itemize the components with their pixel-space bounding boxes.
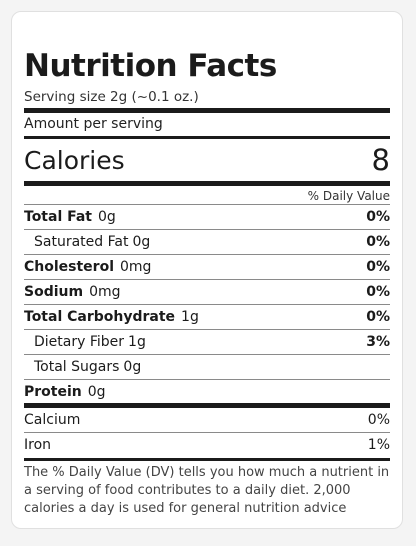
- nutrient-amount: 0g: [87, 384, 106, 400]
- nutrient-row-total-sugars: Total Sugars 0g: [24, 355, 390, 380]
- micronutrient-row-calcium: Calcium 0%: [24, 408, 390, 433]
- nutrient-row-dietary-fiber: Dietary Fiber 1g 3%: [24, 330, 390, 355]
- row-divider: [24, 354, 390, 355]
- nutrient-label: Protein: [24, 384, 82, 400]
- nutrient-label: Cholesterol: [24, 259, 114, 275]
- medium-divider: [24, 458, 390, 461]
- nutrient-row-total-carbohydrate: Total Carbohydrate 1g 0%: [24, 305, 390, 330]
- label-title: Nutrition Facts: [24, 48, 277, 84]
- row-divider: [24, 229, 390, 230]
- medium-divider: [24, 136, 390, 139]
- nutrient-name: Cholesterol 0mg: [24, 258, 151, 276]
- serving-size: Serving size 2g (~0.1 oz.): [24, 89, 199, 105]
- thick-divider: [24, 403, 390, 408]
- micronutrient-dv: 1%: [367, 437, 390, 453]
- nutrient-dv: 0%: [366, 209, 390, 225]
- nutrient-label: Total Carbohydrate: [24, 309, 176, 325]
- row-divider: [24, 279, 390, 280]
- amount-per-serving: Amount per serving: [24, 116, 163, 132]
- nutrient-amount: 1g: [181, 309, 199, 325]
- nutrient-amount: 0g: [132, 234, 151, 250]
- nutrient-label: Dietary Fiber: [34, 334, 125, 350]
- nutrient-amount: 1g: [128, 334, 146, 350]
- nutrient-name: Dietary Fiber 1g: [34, 333, 146, 351]
- nutrient-name: Protein 0g: [24, 383, 106, 401]
- thick-divider: [24, 108, 390, 113]
- daily-value-footnote: The % Daily Value (DV) tells you how muc…: [24, 465, 390, 516]
- nutrient-row-protein: Protein 0g: [24, 380, 390, 405]
- nutrient-row-sodium: Sodium 0mg 0%: [24, 280, 390, 305]
- nutrition-facts-label: Nutrition Facts Serving size 2g (~0.1 oz…: [11, 11, 403, 529]
- nutrient-dv: 0%: [366, 259, 390, 275]
- nutrient-amount: 0g: [123, 359, 142, 375]
- nutrient-label: Sodium: [24, 284, 84, 300]
- row-divider: [24, 304, 390, 305]
- nutrient-label: Saturated Fat: [34, 234, 129, 250]
- row-divider: [24, 379, 390, 380]
- nutrient-name: Saturated Fat 0g: [34, 233, 150, 251]
- micronutrient-row-iron: Iron 1%: [24, 433, 390, 458]
- nutrient-name: Total Fat 0g: [24, 208, 116, 226]
- nutrient-row-cholesterol: Cholesterol 0mg 0%: [24, 255, 390, 280]
- nutrient-name: Sodium 0mg: [24, 283, 121, 301]
- row-divider: [24, 432, 390, 433]
- row-divider: [24, 329, 390, 330]
- nutrient-label: Total Sugars: [34, 359, 120, 375]
- daily-value-header: % Daily Value: [307, 189, 390, 203]
- nutrient-row-total-fat: Total Fat 0g 0%: [24, 205, 390, 230]
- nutrient-dv: 0%: [366, 284, 390, 300]
- nutrient-dv: 0%: [366, 309, 390, 325]
- calories-label: Calories: [24, 146, 125, 175]
- row-divider: [24, 254, 390, 255]
- nutrient-dv: 0%: [366, 234, 390, 250]
- nutrient-amount: 0mg: [89, 284, 121, 300]
- nutrient-amount: 0g: [98, 209, 116, 225]
- nutrient-dv: 3%: [366, 334, 390, 350]
- nutrient-row-saturated-fat: Saturated Fat 0g 0%: [24, 230, 390, 255]
- nutrient-label: Total Fat: [24, 209, 93, 225]
- calories-value: 8: [371, 143, 390, 177]
- thin-divider: [24, 204, 390, 205]
- micronutrient-dv: 0%: [367, 412, 390, 428]
- micronutrient-name: Iron: [24, 437, 52, 453]
- nutrient-amount: 0mg: [120, 259, 152, 275]
- micronutrient-name: Calcium: [24, 412, 81, 428]
- nutrient-name: Total Sugars 0g: [34, 358, 141, 376]
- nutrient-name: Total Carbohydrate 1g: [24, 308, 199, 326]
- thick-divider: [24, 181, 390, 186]
